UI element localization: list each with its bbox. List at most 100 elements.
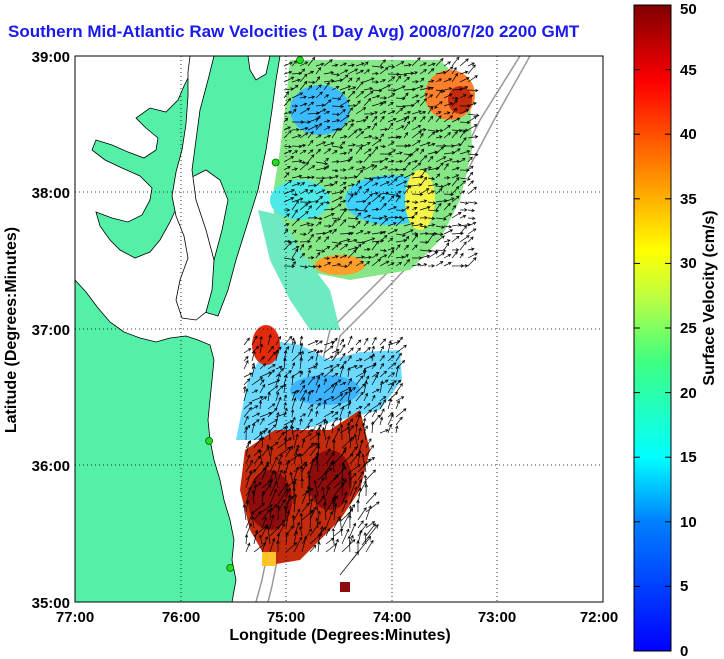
velocity-vector bbox=[331, 228, 337, 235]
velocity-vector bbox=[403, 131, 409, 139]
velocity-vector bbox=[283, 150, 293, 155]
velocity-vector bbox=[317, 510, 321, 521]
velocity-vector bbox=[395, 408, 407, 418]
velocity-vector bbox=[267, 429, 272, 441]
colorbar bbox=[633, 4, 672, 652]
velocity-vector bbox=[451, 166, 460, 171]
velocity-vector bbox=[435, 115, 442, 123]
velocity-vector bbox=[355, 347, 361, 354]
velocity-vector bbox=[277, 460, 282, 473]
velocity-vector bbox=[317, 526, 327, 537]
velocity-vector bbox=[403, 172, 415, 179]
velocity-vector bbox=[315, 141, 327, 147]
velocity-vector bbox=[379, 217, 389, 227]
velocity-vector bbox=[273, 470, 279, 489]
velocity-vector bbox=[411, 207, 418, 211]
velocity-vector bbox=[339, 109, 346, 115]
velocity-vector bbox=[427, 62, 436, 67]
velocity-vector bbox=[269, 526, 280, 537]
velocity-vector bbox=[331, 255, 339, 259]
velocity-vector bbox=[331, 372, 339, 378]
velocity-vector bbox=[411, 159, 419, 164]
colorbar-tick-labels: 0 5 10 15 20 25 30 35 40 45 50 bbox=[680, 1, 697, 659]
velocity-vector bbox=[291, 84, 299, 91]
velocity-vector bbox=[427, 86, 434, 91]
velocity-vector bbox=[298, 525, 303, 537]
velocity-vector bbox=[283, 407, 288, 418]
velocity-vector bbox=[323, 501, 327, 521]
velocity-vector bbox=[315, 402, 321, 410]
velocity-vector bbox=[285, 459, 290, 473]
velocity-vector bbox=[339, 254, 348, 259]
velocity-vector bbox=[267, 369, 275, 378]
velocity-vector bbox=[307, 149, 314, 155]
velocity-vector bbox=[323, 236, 330, 243]
colorbar-ticks bbox=[634, 4, 671, 652]
velocity-vector bbox=[427, 150, 438, 155]
velocity-vector bbox=[355, 160, 363, 164]
velocity-vector bbox=[307, 233, 314, 243]
velocity-vector bbox=[253, 529, 259, 545]
velocity-vector bbox=[411, 211, 418, 219]
velocity-vector bbox=[395, 352, 402, 362]
velocity-vector bbox=[293, 493, 298, 513]
velocity-vector bbox=[269, 507, 273, 521]
velocity-vector bbox=[365, 438, 372, 449]
velocity-vector bbox=[427, 208, 440, 213]
velocity-vector bbox=[451, 177, 460, 187]
velocity-vector bbox=[299, 452, 303, 465]
velocity-vector bbox=[395, 365, 400, 378]
velocity-vector bbox=[283, 179, 292, 187]
velocity-vector bbox=[259, 396, 268, 402]
velocity-vector bbox=[275, 411, 280, 426]
velocity-vector bbox=[347, 535, 351, 553]
velocity-vector bbox=[443, 102, 454, 107]
velocity-vector bbox=[315, 108, 327, 115]
velocity-vector bbox=[283, 172, 290, 179]
velocity-vector bbox=[435, 146, 444, 155]
velocity-vector bbox=[435, 252, 445, 259]
velocity-vector bbox=[459, 168, 470, 172]
velocity-vector bbox=[347, 143, 356, 147]
y-tick-label: 37:00 bbox=[32, 322, 70, 339]
velocity-vector bbox=[435, 57, 444, 67]
velocity-vector bbox=[363, 337, 369, 346]
velocity-vector bbox=[435, 232, 444, 237]
velocity-vector bbox=[379, 181, 390, 187]
velocity-vector bbox=[307, 349, 318, 354]
velocity-vector bbox=[347, 193, 354, 203]
velocity-vector bbox=[387, 178, 398, 187]
velocity-vector bbox=[403, 111, 412, 115]
velocity-vector bbox=[331, 351, 340, 362]
velocity-vector bbox=[315, 251, 321, 259]
velocity-vector bbox=[283, 110, 293, 115]
velocity-vector bbox=[267, 345, 274, 354]
velocity-vector bbox=[379, 345, 384, 354]
velocity-vector bbox=[314, 361, 319, 370]
velocity-vector bbox=[339, 135, 348, 139]
velocity-vector bbox=[379, 354, 385, 362]
velocity-vector bbox=[283, 130, 292, 139]
velocity-vector bbox=[299, 107, 311, 115]
velocity-vector bbox=[269, 514, 275, 529]
velocity-vector bbox=[349, 452, 360, 465]
velocity-vector bbox=[245, 510, 254, 529]
colorbar-tick-label: 35 bbox=[680, 191, 697, 208]
velocity-vector bbox=[347, 347, 354, 354]
velocity-vector bbox=[331, 97, 342, 101]
velocity-vector bbox=[419, 225, 428, 229]
velocity-vector bbox=[323, 420, 329, 434]
velocity-vector bbox=[347, 367, 351, 378]
velocity-vector bbox=[459, 177, 471, 181]
velocity-vector bbox=[435, 235, 445, 243]
velocity-vector bbox=[307, 154, 315, 163]
velocity-vector bbox=[269, 480, 278, 497]
velocity-vector bbox=[387, 76, 396, 83]
velocity-vector bbox=[348, 514, 352, 529]
velocity-vector bbox=[347, 399, 352, 410]
velocity-vector bbox=[387, 372, 396, 378]
velocity-vector bbox=[299, 143, 307, 148]
velocity-vector bbox=[261, 516, 267, 529]
velocity-vector bbox=[363, 214, 372, 219]
velocity-vector bbox=[339, 423, 344, 441]
